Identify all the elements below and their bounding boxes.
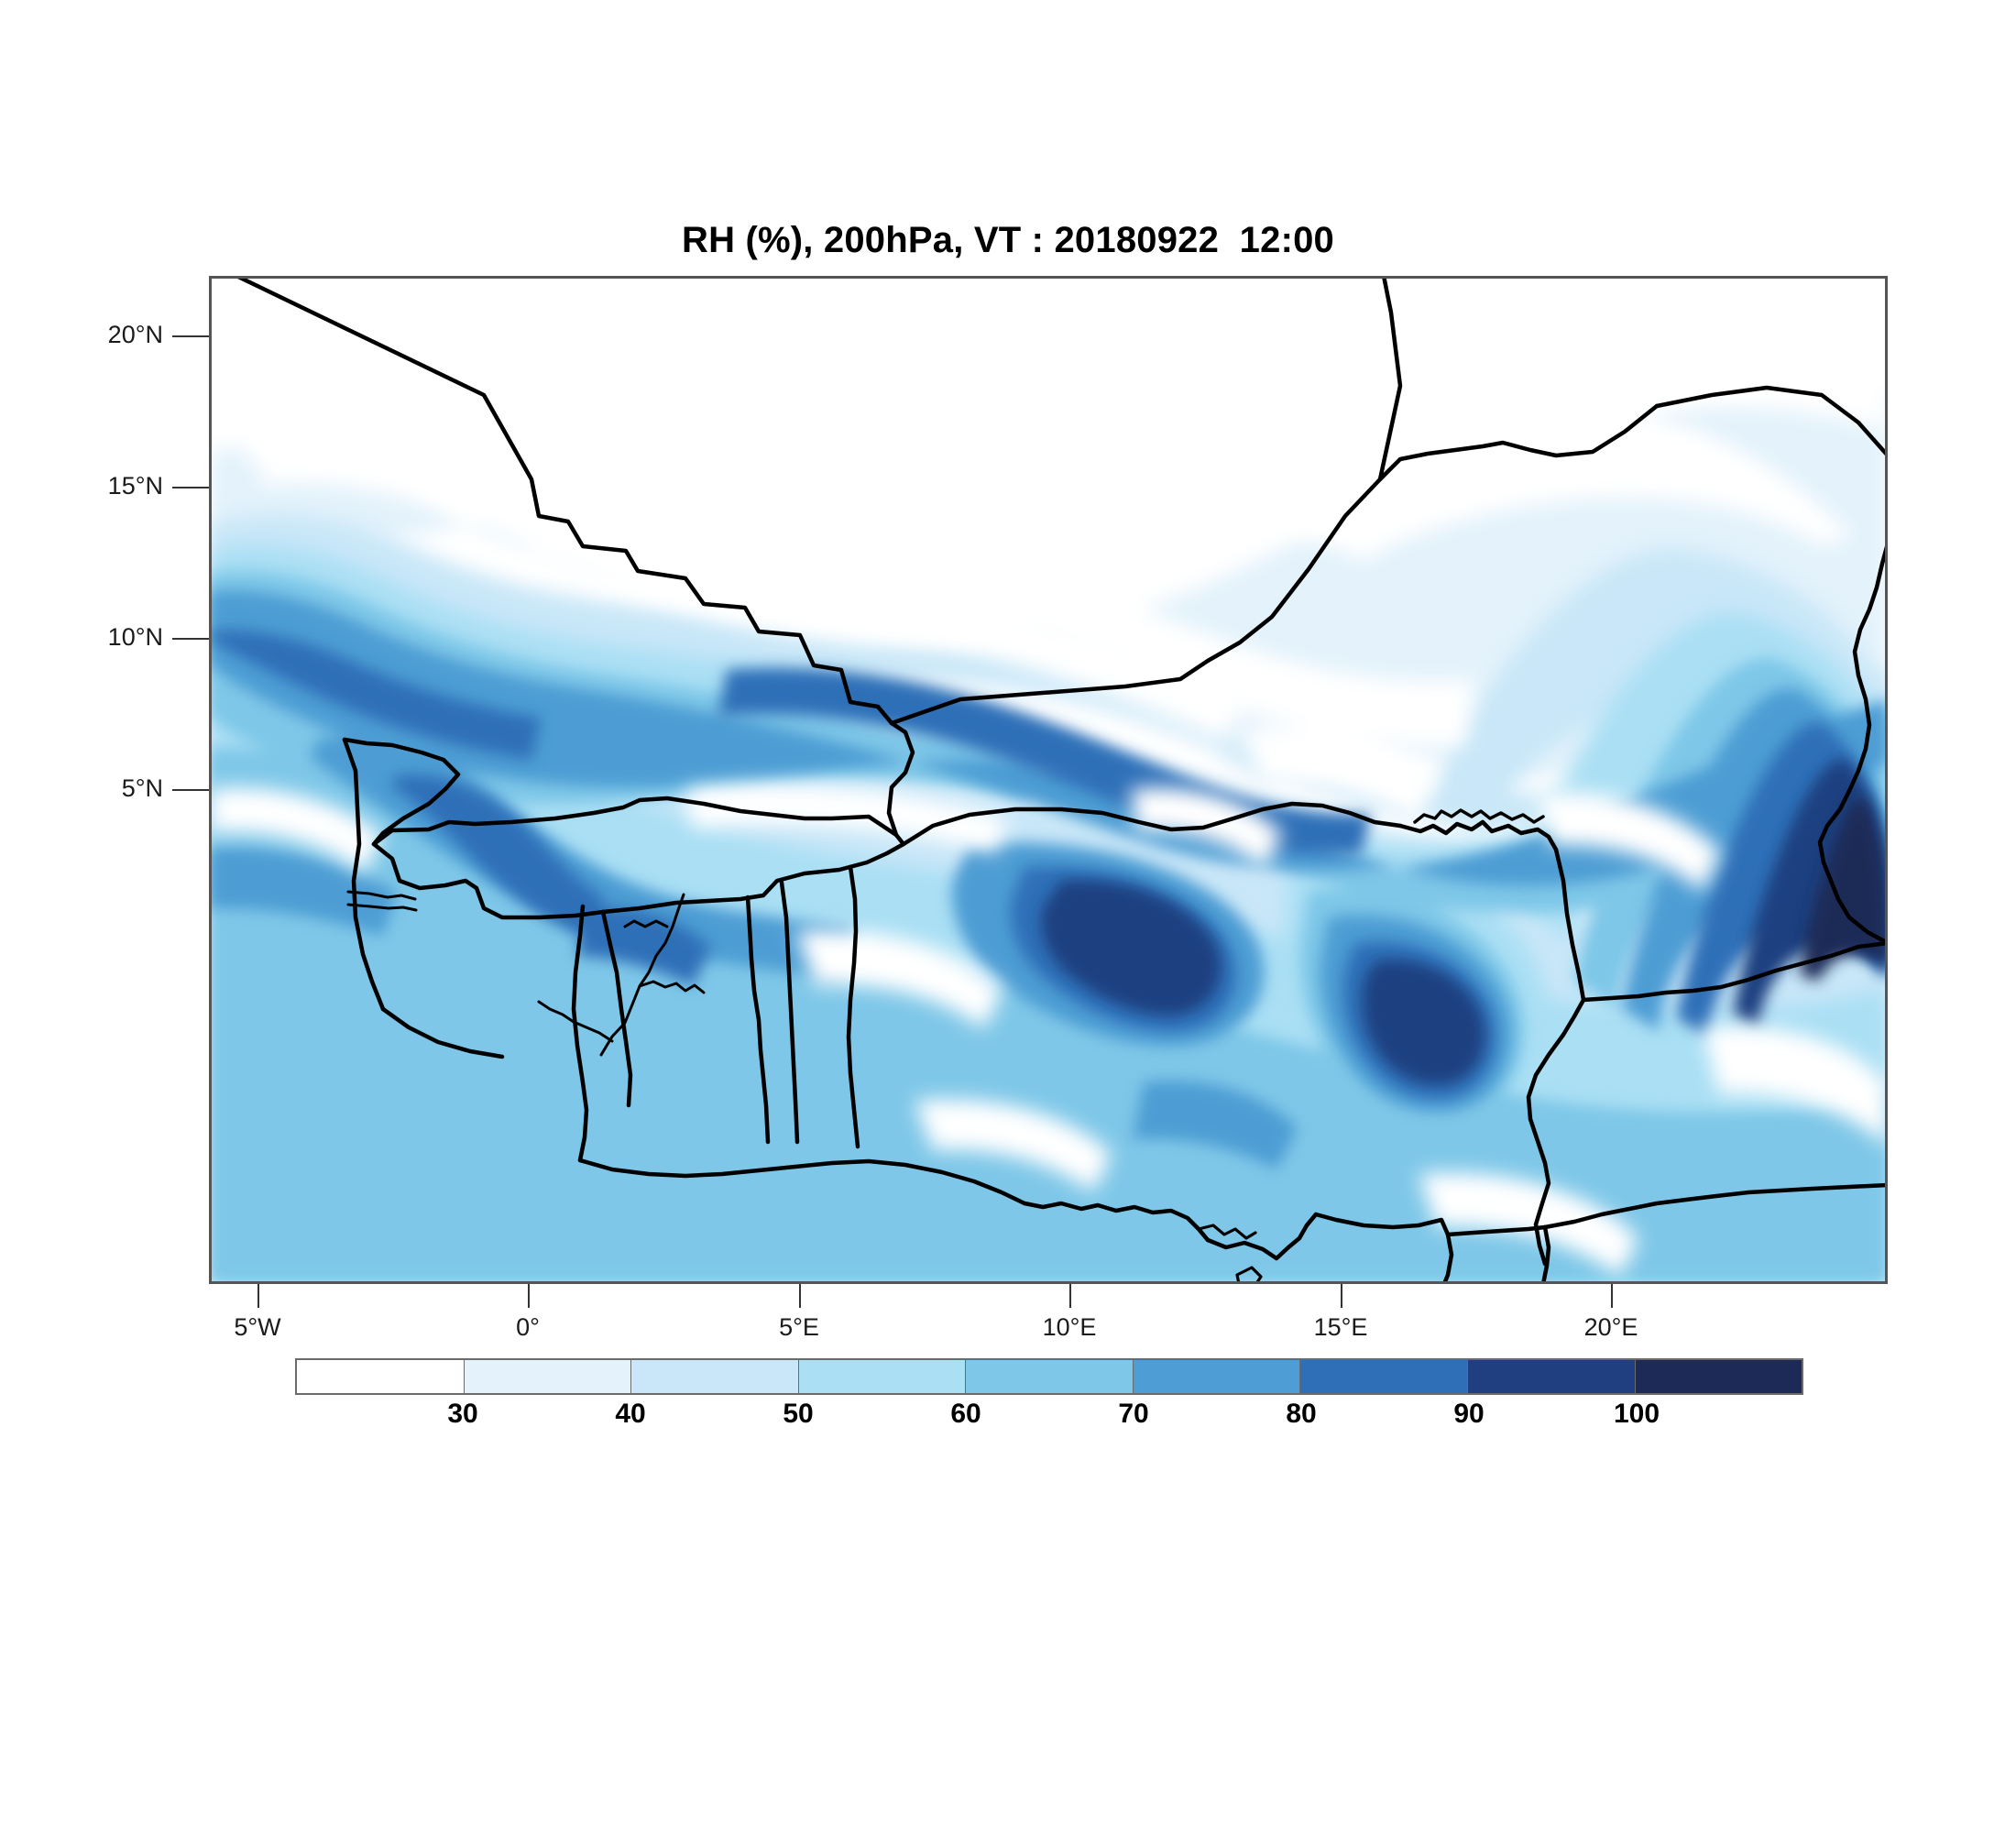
contour-band-over-100 xyxy=(1800,797,1888,982)
lon-label-5W: 5°W xyxy=(234,1313,281,1341)
colorbar-segment-7 xyxy=(1467,1360,1636,1393)
colorbar-segment-1 xyxy=(464,1360,632,1393)
lon-tick-10E xyxy=(1069,1284,1071,1308)
colorbar-tick-30: 30 xyxy=(447,1399,478,1429)
colorbar-tick-80: 80 xyxy=(1286,1399,1317,1429)
lon-tick-5E xyxy=(799,1284,801,1308)
colorbar-segment-0 xyxy=(297,1360,465,1393)
colorbar-segment-2 xyxy=(631,1360,799,1393)
lat-tick-10N xyxy=(172,638,209,640)
colorbar-tick-60: 60 xyxy=(950,1399,981,1429)
lat-label-5N: 5°N xyxy=(121,774,163,802)
lon-label-15E: 15°E xyxy=(1313,1313,1368,1341)
colorbar-tick-70: 70 xyxy=(1118,1399,1149,1429)
lon-label-10E: 10°E xyxy=(1042,1313,1097,1341)
lon-tick-5W xyxy=(257,1284,259,1308)
colorbar-segment-5 xyxy=(1133,1360,1301,1393)
colorbar-tick-50: 50 xyxy=(783,1399,814,1429)
colorbar[interactable]: 30 40 50 60 70 80 90 100 xyxy=(295,1358,1803,1429)
colorbar-tick-100: 100 xyxy=(1613,1399,1660,1429)
colorbar-tick-90: 90 xyxy=(1453,1399,1485,1429)
contour-fill-layer xyxy=(209,276,1888,1284)
lon-label-20E: 20°E xyxy=(1583,1313,1638,1341)
lat-label-10N: 10°N xyxy=(107,623,163,651)
lat-tick-15N xyxy=(172,487,209,488)
lon-label-0: 0° xyxy=(516,1313,540,1341)
lon-tick-20E xyxy=(1611,1284,1613,1308)
lon-label-5E: 5°E xyxy=(779,1313,819,1341)
lat-tick-20N xyxy=(172,335,209,337)
colorbar-segment-3 xyxy=(798,1360,967,1393)
chart-title: RH (%), 200hPa, VT : 20180922 12:00 xyxy=(681,220,1334,260)
lat-label-15N: 15°N xyxy=(107,472,163,499)
colorbar-segment-8 xyxy=(1635,1360,1802,1393)
map-plot-area[interactable] xyxy=(209,276,1888,1284)
colorbar-segment-4 xyxy=(966,1360,1134,1393)
lon-tick-0 xyxy=(528,1284,530,1308)
lat-tick-5N xyxy=(172,789,209,791)
country-borders-layer xyxy=(234,276,1888,1284)
colorbar-tick-40: 40 xyxy=(615,1399,646,1429)
lat-label-20N: 20°N xyxy=(107,321,163,348)
lon-tick-15E xyxy=(1341,1284,1342,1308)
relative-humidity-contour-map xyxy=(209,276,1888,1284)
colorbar-gradient-strip[interactable] xyxy=(295,1358,1803,1395)
colorbar-segment-6 xyxy=(1300,1360,1468,1393)
